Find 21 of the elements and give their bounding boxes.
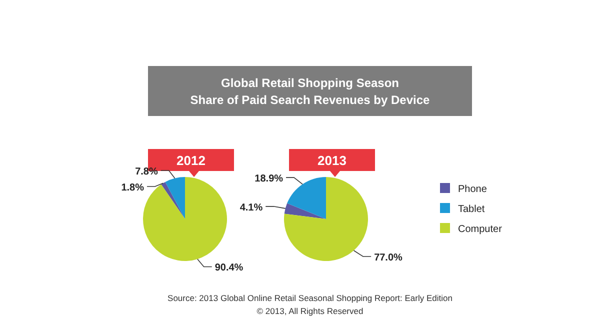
pie-slice (284, 177, 368, 261)
legend-label: Tablet (458, 204, 485, 215)
data-label: 18.9% (254, 174, 284, 185)
source-note: Source: 2013 Global Online Retail Seasonal Shopping Report: Early Edition (168, 293, 453, 303)
pie-slice (161, 182, 185, 219)
pie-slice (284, 203, 326, 219)
text: Global Retail Shopping Season (220, 76, 400, 90)
text: Share of Paid Search Revenues by Device (190, 93, 430, 107)
text: © 2013, All Rights Reserved (256, 306, 364, 316)
data-label: 1.8% (121, 182, 144, 194)
chart-title: 2013 (318, 153, 346, 168)
data-label: 90.4% (214, 262, 244, 274)
legend-label: Phone (458, 184, 488, 195)
data-label: 4.1% (240, 202, 263, 214)
data-label: 7.8% (135, 166, 158, 178)
pie-slice (287, 177, 326, 219)
legend-label: Computer (458, 224, 503, 235)
chart-title: 2012 (176, 153, 206, 168)
pie-slice (143, 177, 227, 261)
pie-slice (165, 177, 185, 219)
data-label: 77.0% (374, 252, 403, 264)
